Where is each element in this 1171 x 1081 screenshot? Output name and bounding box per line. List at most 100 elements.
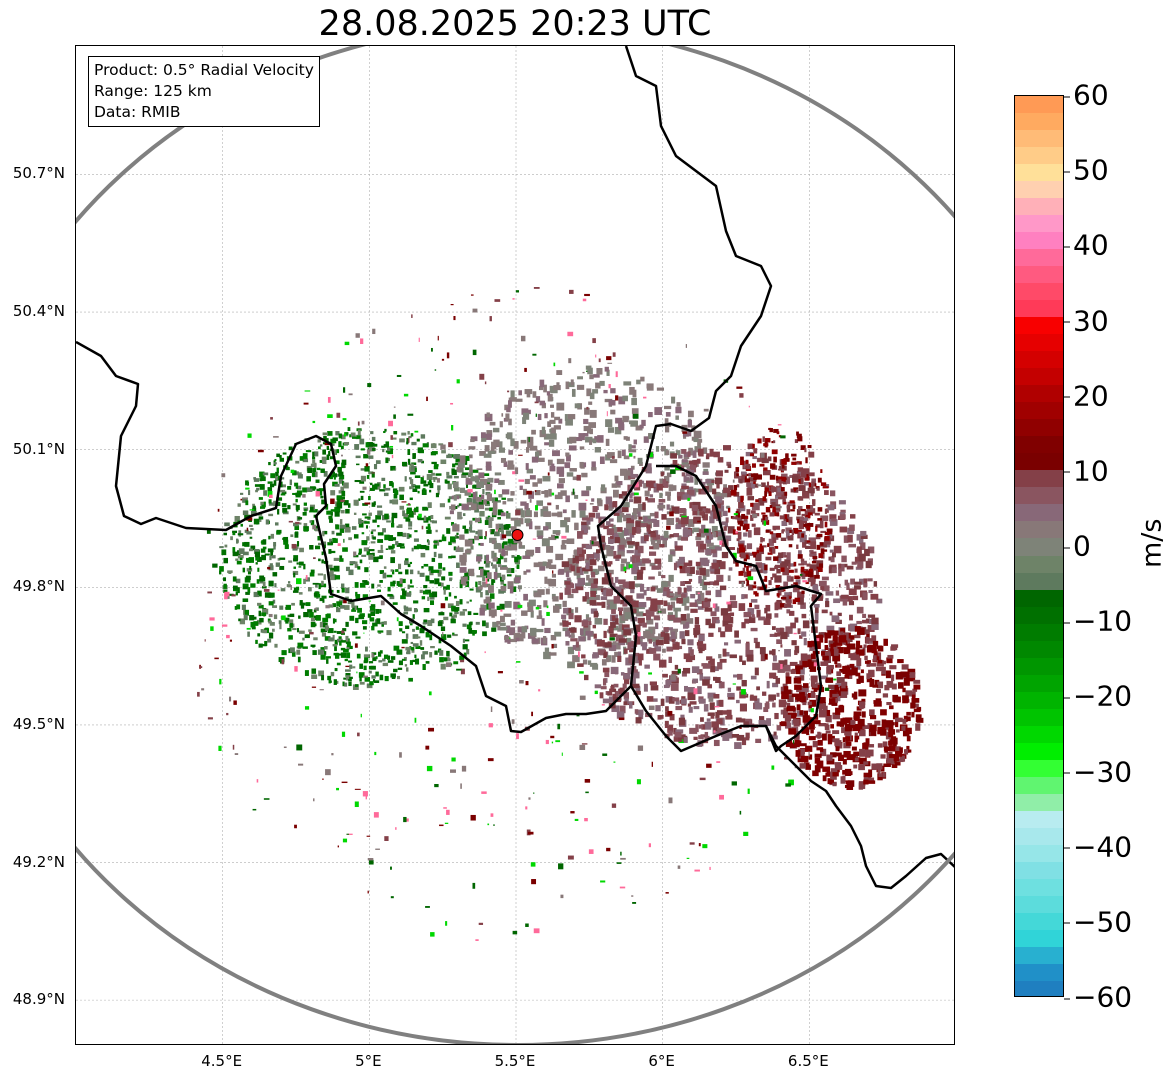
echo-cell <box>677 865 681 869</box>
echo-cell <box>625 595 633 604</box>
echo-cell <box>328 450 331 457</box>
echo-cell <box>832 693 839 698</box>
echo-cell <box>571 510 576 518</box>
echo-cell <box>506 625 511 634</box>
echo-cell <box>547 393 553 402</box>
echo-cell <box>403 513 409 518</box>
radar-map[interactable] <box>75 45 955 1045</box>
echo-cell <box>386 630 392 636</box>
echo-cell <box>325 769 331 776</box>
echo-cell <box>375 515 381 520</box>
echo-cell <box>297 656 301 663</box>
echo-cell <box>415 626 419 630</box>
echo-cell <box>846 582 850 590</box>
echo-cell <box>827 778 835 785</box>
echo-cell <box>333 557 339 561</box>
echo-cell <box>501 489 510 495</box>
echo-cell <box>808 736 816 741</box>
echo-cell <box>816 747 824 751</box>
echo-cell <box>525 806 528 810</box>
echo-cell <box>712 550 718 558</box>
echo-cell <box>468 622 473 626</box>
echo-cell <box>669 511 674 517</box>
echo-cell <box>741 581 744 588</box>
echo-cell <box>491 441 497 450</box>
echo-cell <box>348 503 351 508</box>
echo-cell <box>584 527 589 534</box>
echo-cell <box>597 499 603 507</box>
echo-cell <box>325 614 330 618</box>
echo-cell <box>343 433 347 437</box>
echo-cell <box>770 486 777 492</box>
echo-cell <box>511 719 515 724</box>
echo-cell <box>503 583 507 588</box>
echo-cell <box>314 607 318 610</box>
echo-cell <box>847 674 853 679</box>
echo-cell <box>351 609 357 612</box>
echo-cell <box>362 486 367 490</box>
echo-cell <box>741 513 746 519</box>
echo-cell <box>854 735 860 740</box>
colorbar-tick-label: 40 <box>1064 229 1109 262</box>
echo-cell <box>665 412 671 417</box>
echo-cell <box>704 721 712 730</box>
echo-cell <box>672 643 680 650</box>
echo-cell <box>412 453 416 459</box>
echo-cell <box>653 653 661 661</box>
echo-cell <box>835 683 843 688</box>
echo-cell <box>466 581 469 584</box>
echo-cell <box>646 618 654 625</box>
echo-cell <box>419 572 425 577</box>
echo-cell <box>819 520 824 529</box>
echo-cell <box>801 513 806 517</box>
echo-cell <box>323 574 326 580</box>
echo-cell <box>662 539 668 548</box>
echo-cell <box>597 499 600 504</box>
echo-cell <box>294 824 297 829</box>
echo-cell <box>236 604 241 610</box>
echo-cell <box>759 587 766 590</box>
echo-cell <box>630 600 639 608</box>
echo-cell <box>702 462 710 468</box>
map-canvas <box>76 46 954 1044</box>
echo-cell <box>666 602 671 606</box>
echo-cell <box>375 848 380 850</box>
echo-cell <box>235 578 241 584</box>
echo-cell <box>561 535 567 539</box>
echo-cell <box>812 741 818 748</box>
echo-cell <box>409 463 414 467</box>
echo-cell <box>335 680 339 684</box>
echo-cell <box>562 509 567 514</box>
echo-cell <box>581 620 589 627</box>
echo-cell <box>680 698 687 705</box>
echo-cell <box>332 443 335 446</box>
echo-cell <box>245 500 249 506</box>
echo-cell <box>797 532 801 539</box>
echo-cell <box>906 674 913 681</box>
echo-cell <box>601 577 609 585</box>
echo-cell <box>867 578 873 582</box>
echo-cell <box>481 437 487 442</box>
echo-cell <box>604 642 612 648</box>
echo-cell <box>714 580 720 586</box>
echo-cell <box>329 550 336 554</box>
echo-cell <box>270 417 273 420</box>
echo-cell <box>519 588 521 592</box>
echo-cell <box>300 602 305 609</box>
echo-cell <box>773 731 777 736</box>
echo-cell <box>817 739 823 746</box>
echo-cell <box>808 483 814 489</box>
echo-cell <box>634 486 641 491</box>
echo-cell <box>780 567 785 572</box>
echo-cell <box>407 585 414 588</box>
echo-cell <box>462 623 467 627</box>
echo-cell <box>589 559 597 566</box>
echo-cell <box>596 549 601 554</box>
echo-cell <box>861 629 870 635</box>
echo-cell <box>556 402 565 411</box>
echo-cell <box>613 596 621 604</box>
echo-cell <box>709 480 715 484</box>
echo-cell <box>702 514 708 521</box>
echo-cell <box>847 780 855 787</box>
echo-cell <box>771 548 776 554</box>
